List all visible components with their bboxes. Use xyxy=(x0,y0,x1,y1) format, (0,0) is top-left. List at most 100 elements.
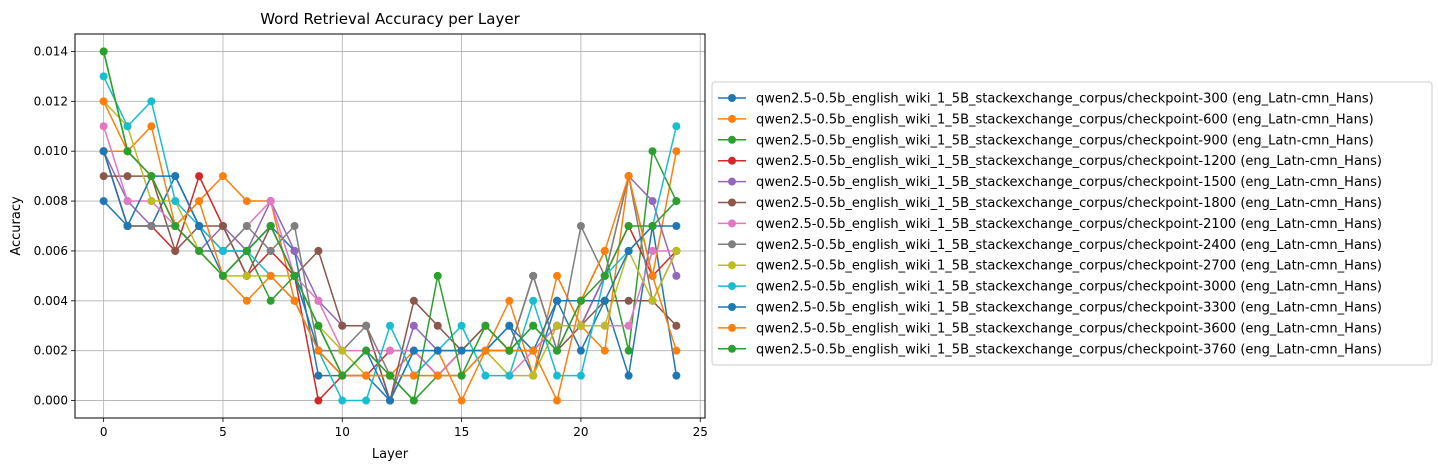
data-point xyxy=(242,222,251,230)
data-point xyxy=(147,97,156,106)
data-point xyxy=(266,271,275,280)
data-point xyxy=(314,321,323,330)
data-point xyxy=(171,246,180,255)
data-point xyxy=(99,97,108,106)
y-tick-label: 0.012 xyxy=(34,94,68,108)
legend-item: qwen2.5-0.5b_english_wiki_1_5B_stackexch… xyxy=(718,92,1374,107)
data-point xyxy=(505,321,514,330)
legend-label: qwen2.5-0.5b_english_wiki_1_5B_stackexch… xyxy=(756,154,1382,169)
data-point xyxy=(624,296,633,305)
data-point xyxy=(242,197,251,206)
legend-item: qwen2.5-0.5b_english_wiki_1_5B_stackexch… xyxy=(718,259,1382,274)
data-point xyxy=(553,346,562,355)
data-point xyxy=(672,246,681,255)
data-point xyxy=(123,122,132,131)
legend-item: qwen2.5-0.5b_english_wiki_1_5B_stackexch… xyxy=(718,154,1382,169)
data-point xyxy=(171,172,180,181)
data-point xyxy=(123,172,132,181)
y-tick-label: 0.014 xyxy=(34,44,68,58)
data-point xyxy=(195,197,204,206)
data-point xyxy=(314,371,323,380)
legend-swatch-marker xyxy=(728,240,736,249)
data-point xyxy=(433,371,442,380)
data-point xyxy=(409,296,418,305)
legend-items: qwen2.5-0.5b_english_wiki_1_5B_stackexch… xyxy=(718,92,1382,357)
data-point xyxy=(99,197,108,206)
data-point xyxy=(242,246,251,255)
data-point xyxy=(147,222,156,230)
data-point xyxy=(147,197,156,206)
data-point xyxy=(242,271,251,280)
data-point xyxy=(624,246,633,255)
data-point xyxy=(529,346,538,355)
data-point xyxy=(600,321,609,330)
data-point xyxy=(624,371,633,380)
data-point xyxy=(147,122,156,131)
chart-title: Word Retrieval Accuracy per Layer xyxy=(260,10,520,28)
data-point xyxy=(672,321,681,330)
data-point xyxy=(314,346,323,355)
series-line xyxy=(102,150,677,402)
x-tick-label: 5 xyxy=(219,425,227,439)
data-point xyxy=(386,371,394,380)
data-point xyxy=(624,222,633,230)
y-axis-ticks: 0.000 0.002 0.004 0.006 0.008 0.010 0.012 0.014 xyxy=(34,44,75,408)
data-point xyxy=(195,222,204,230)
legend-item: qwen2.5-0.5b_english_wiki_1_5B_stackexch… xyxy=(718,112,1374,127)
data-point xyxy=(99,72,108,81)
plot-series xyxy=(99,47,681,405)
data-point xyxy=(314,296,323,305)
data-point xyxy=(433,321,442,330)
legend-label: qwen2.5-0.5b_english_wiki_1_5B_stackexch… xyxy=(756,217,1382,232)
data-point xyxy=(362,371,371,380)
data-point xyxy=(505,296,514,305)
data-point xyxy=(624,346,633,355)
y-tick-label: 0.006 xyxy=(34,244,68,258)
data-point xyxy=(218,246,227,255)
data-point xyxy=(600,246,609,255)
data-point xyxy=(481,371,490,380)
data-point xyxy=(529,321,538,330)
data-point xyxy=(529,296,538,305)
data-point xyxy=(171,222,180,230)
legend-item: qwen2.5-0.5b_english_wiki_1_5B_stackexch… xyxy=(718,280,1382,295)
data-point xyxy=(672,222,681,230)
data-point xyxy=(409,321,418,330)
legend-item: qwen2.5-0.5b_english_wiki_1_5B_stackexch… xyxy=(718,133,1374,148)
legend-label: qwen2.5-0.5b_english_wiki_1_5B_stackexch… xyxy=(756,342,1382,357)
series-line xyxy=(102,150,678,402)
data-point xyxy=(624,321,633,330)
x-tick-label: 25 xyxy=(693,425,708,439)
legend-swatch-marker xyxy=(728,261,736,270)
data-point xyxy=(553,321,562,330)
data-point xyxy=(481,346,490,355)
legend-item: qwen2.5-0.5b_english_wiki_1_5B_stackexch… xyxy=(718,321,1382,336)
x-tick-label: 20 xyxy=(573,425,588,439)
data-point xyxy=(576,321,585,330)
data-point xyxy=(266,246,275,255)
data-point xyxy=(648,246,657,255)
data-point xyxy=(409,396,418,405)
legend-label: qwen2.5-0.5b_english_wiki_1_5B_stackexch… xyxy=(756,133,1374,148)
legend-swatch-marker xyxy=(728,323,736,332)
legend-swatch-marker xyxy=(728,135,736,144)
data-point xyxy=(648,271,657,280)
legend-label: qwen2.5-0.5b_english_wiki_1_5B_stackexch… xyxy=(756,175,1382,190)
legend-swatch-marker xyxy=(728,282,736,291)
data-point xyxy=(576,222,585,230)
data-point xyxy=(362,321,371,330)
data-point xyxy=(99,122,108,131)
data-point xyxy=(218,172,227,181)
data-point xyxy=(338,371,347,380)
data-point xyxy=(123,197,132,206)
data-point xyxy=(672,371,681,380)
data-point xyxy=(576,371,585,380)
data-point xyxy=(99,47,108,56)
y-tick-label: 0.000 xyxy=(34,394,68,408)
legend-swatch-marker xyxy=(728,344,736,353)
data-point xyxy=(386,396,394,405)
data-point xyxy=(290,296,299,305)
legend-swatch-marker xyxy=(728,303,736,311)
legend-item: qwen2.5-0.5b_english_wiki_1_5B_stackexch… xyxy=(718,301,1382,316)
series-line xyxy=(103,175,677,402)
